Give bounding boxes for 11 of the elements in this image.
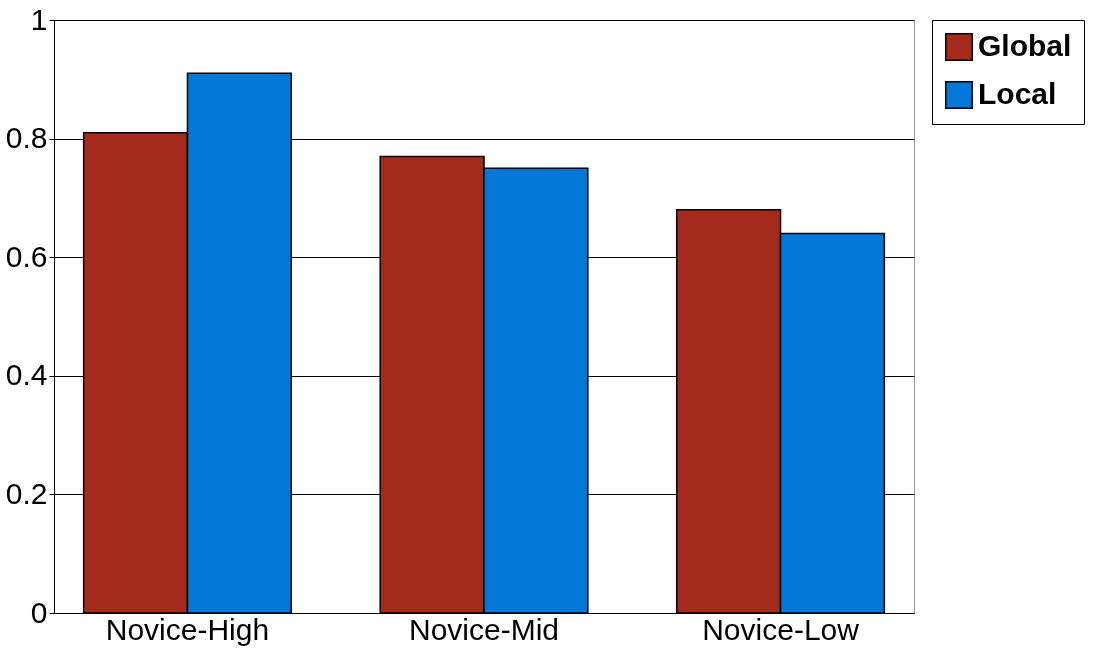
x-tick-label: Novice-Mid: [408, 612, 560, 646]
y-tick-label: 0: [30, 595, 48, 629]
y-tick-label: 1: [30, 2, 48, 36]
x-tick-label: Novice-High: [105, 612, 270, 646]
y-tick-label: 0.4: [5, 358, 48, 392]
legend-label: Global: [978, 29, 1072, 62]
y-tick-label: 0.2: [5, 476, 48, 510]
y-tick-label: 0.8: [5, 121, 48, 155]
x-tick-label: Novice-Low: [702, 612, 860, 646]
legend-label: Local: [978, 77, 1057, 110]
y-tick-label: 0.6: [5, 239, 48, 273]
